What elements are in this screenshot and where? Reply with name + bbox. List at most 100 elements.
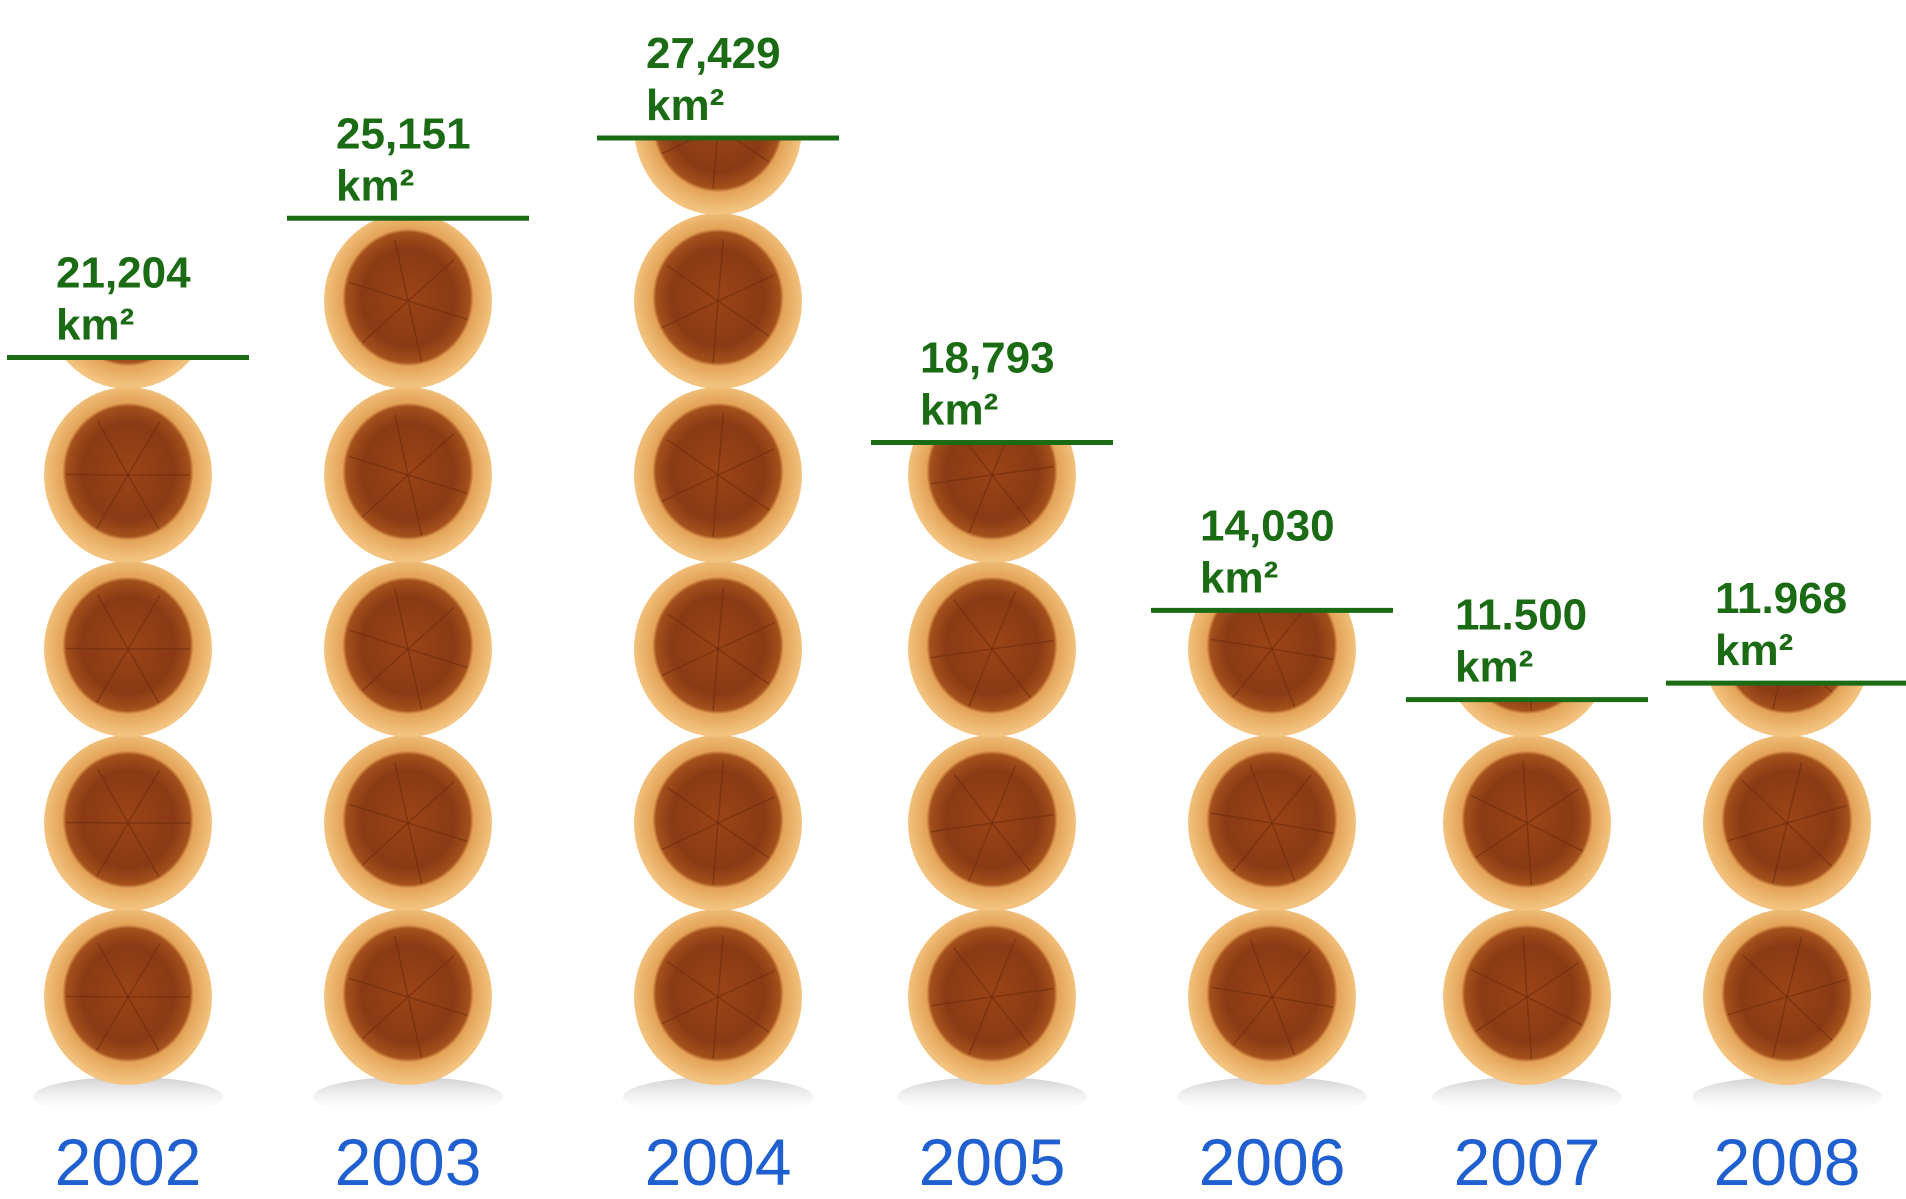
crack [1256,610,1273,650]
x-tick-label: 2003 [335,1125,482,1199]
crack [407,822,423,884]
shadow [623,1077,813,1117]
crack [407,258,455,302]
crack [954,252,992,301]
crack [1522,935,1528,998]
crack [127,943,161,998]
crack [1772,683,1780,710]
crack [1271,648,1296,708]
crack [666,438,719,476]
crack [930,648,993,659]
crack [991,442,1007,476]
crack [712,822,719,885]
crack [717,274,775,302]
unit-label: km² [1200,553,1278,602]
bar [1703,683,1871,1085]
crack [1271,996,1296,1056]
log [908,442,1076,563]
crack [96,420,129,476]
crack [1249,764,1273,824]
crack [717,761,725,824]
crack [1232,822,1273,872]
shadow [1177,1077,1367,1117]
unit-label: km² [1715,626,1793,675]
crack [407,300,423,362]
crack [991,474,1032,525]
bar [1443,699,1611,1085]
crack [717,239,725,302]
crack [394,762,409,824]
crack [1272,427,1311,475]
crack [127,474,160,530]
crack [65,473,129,476]
value-label: 21,204 [56,248,191,297]
crack [1741,779,1788,824]
crack [1727,996,1788,1016]
crack [1210,638,1273,650]
x-tick-label: 2002 [55,1125,202,1199]
crack [407,606,455,650]
crack [348,977,409,998]
crack [127,648,160,704]
crack [394,936,409,998]
crack [65,647,129,650]
crack [361,648,409,692]
x-tick-label: 2004 [645,1125,792,1199]
crack [127,595,161,650]
crack [717,474,770,511]
crack [1786,822,1833,867]
crack [1271,774,1312,824]
shadow [1432,1077,1622,1117]
crack [712,648,719,711]
crack [407,780,455,824]
crack [407,954,455,998]
log [1458,699,1596,737]
value-label: 27,429 [646,29,781,78]
crack [930,996,993,1007]
crack [991,640,1054,650]
crack [361,822,409,866]
crack [96,768,129,824]
crack [65,995,129,998]
crack [407,822,468,843]
crack [361,474,409,518]
crack [407,474,423,536]
crack [930,474,993,485]
crack [1741,953,1788,998]
crack [991,988,1054,998]
crack [717,413,725,476]
crack [1210,812,1273,824]
crack [1475,822,1528,859]
crack [96,822,129,877]
shadow [1692,1077,1882,1117]
crack [968,822,993,881]
crack [666,264,719,302]
crack [666,612,719,650]
shadow [897,1077,1087,1117]
crack [965,442,993,476]
crack [1271,610,1305,650]
crack [348,281,409,302]
crack [717,996,770,1033]
crack [407,300,468,321]
crack [127,769,161,824]
crack [361,300,409,344]
bar [324,218,492,1085]
crack [991,648,1032,699]
crack [991,466,1054,476]
crack [96,648,129,703]
bar [1188,427,1356,1085]
crack [1786,996,1833,1041]
crack [1210,986,1273,998]
x-tick-label: 2007 [1454,1125,1601,1199]
crack [394,240,409,302]
crack [1526,996,1533,1059]
crack [127,421,161,476]
crack [661,300,719,329]
crack [1471,794,1528,824]
value-label: 14,030 [1200,501,1335,550]
x-tick-label: 2008 [1714,1125,1861,1199]
crack [712,474,719,537]
crack [717,935,725,998]
log [1709,683,1865,737]
